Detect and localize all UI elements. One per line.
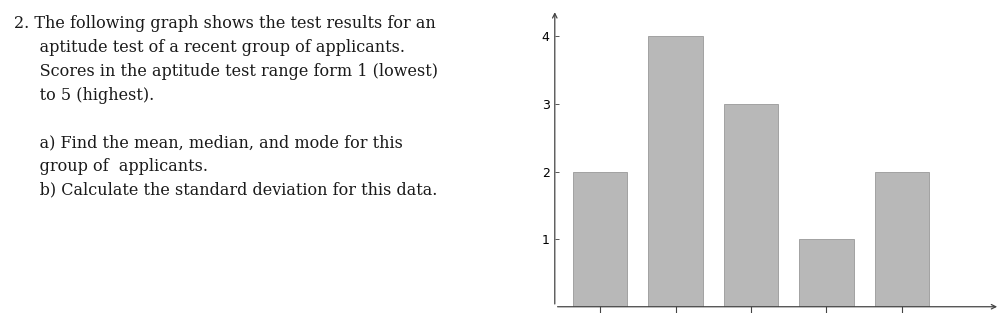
Bar [799,239,854,307]
Bar [724,104,778,307]
Bar [573,172,627,307]
Bar [875,172,929,307]
Bar [648,36,703,307]
Text: 2. The following graph shows the test results for an
     aptitude test of a rec: 2. The following graph shows the test re… [13,15,437,199]
